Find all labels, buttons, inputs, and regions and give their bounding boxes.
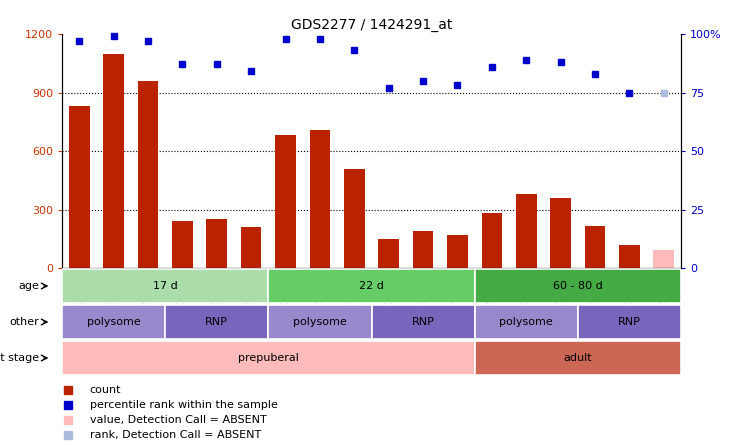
Bar	[165, 305, 268, 339]
Bar	[62, 305, 165, 339]
Bar	[103, 53, 124, 268]
Bar	[577, 305, 681, 339]
Text: percentile rank within the sample: percentile rank within the sample	[90, 400, 278, 410]
Bar	[654, 250, 674, 268]
Bar	[62, 270, 268, 302]
Bar	[516, 194, 537, 268]
Bar	[268, 270, 474, 302]
Bar	[310, 130, 330, 268]
Text: polysome: polysome	[87, 317, 140, 327]
Text: value, Detection Call = ABSENT: value, Detection Call = ABSENT	[90, 415, 267, 425]
Bar	[379, 239, 399, 268]
Text: 17 d: 17 d	[153, 281, 178, 291]
Bar	[62, 341, 474, 375]
Bar	[172, 221, 193, 268]
Bar	[474, 305, 577, 339]
Bar	[474, 270, 681, 302]
Text: rank, Detection Call = ABSENT: rank, Detection Call = ABSENT	[90, 430, 261, 440]
Bar	[344, 169, 365, 268]
Bar	[619, 245, 640, 268]
Text: RNP: RNP	[412, 317, 434, 327]
Title: GDS2277 / 1424291_at: GDS2277 / 1424291_at	[291, 18, 452, 32]
Bar	[413, 231, 433, 268]
Text: 22 d: 22 d	[359, 281, 384, 291]
Text: 60 - 80 d: 60 - 80 d	[553, 281, 602, 291]
Bar	[69, 106, 89, 268]
Bar	[474, 341, 681, 375]
Text: age: age	[18, 281, 39, 291]
Bar	[137, 81, 159, 268]
Bar	[585, 226, 605, 268]
Bar	[240, 227, 262, 268]
Bar	[275, 135, 296, 268]
Bar	[268, 305, 371, 339]
Bar	[206, 219, 227, 268]
Bar	[447, 235, 468, 268]
Text: adult: adult	[564, 353, 592, 363]
Text: prepuberal: prepuberal	[238, 353, 299, 363]
Bar	[482, 214, 502, 268]
Text: RNP: RNP	[205, 317, 228, 327]
Text: count: count	[90, 385, 121, 395]
Text: development stage: development stage	[0, 353, 39, 363]
Bar	[371, 305, 474, 339]
Text: other: other	[9, 317, 39, 327]
Text: polysome: polysome	[293, 317, 346, 327]
Bar	[550, 198, 571, 268]
Text: RNP: RNP	[618, 317, 641, 327]
Text: polysome: polysome	[499, 317, 553, 327]
